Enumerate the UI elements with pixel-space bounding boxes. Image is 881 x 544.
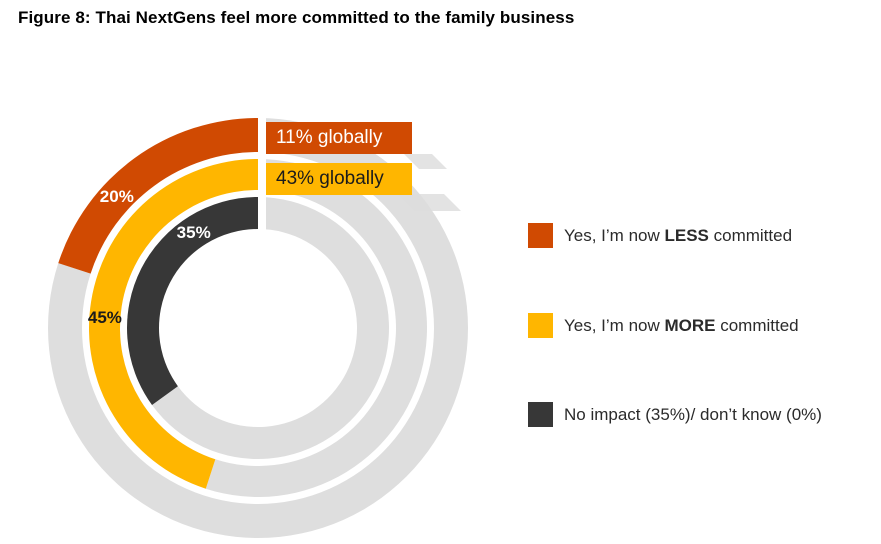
legend-item-less-committed: Yes, I’m now LESS committed [528, 223, 792, 248]
callout-bar-less-global-label: 11% globally [276, 127, 383, 148]
legend-item-more-committed: Yes, I’m now MORE committed [528, 313, 799, 338]
callout-bar-more-global: 43% globally [266, 163, 412, 195]
ring-start-gap [258, 116, 266, 230]
legend-label-more-committed: Yes, I’m now MORE committed [564, 315, 799, 335]
legend-item-no-impact: No impact (35%)/ don’t know (0%) [528, 402, 822, 427]
legend-swatch-more-committed [528, 313, 553, 338]
figure-title: Figure 8: Thai NextGens feel more commit… [18, 8, 575, 27]
segment-label-no-impact: 35% [177, 223, 211, 242]
ring-inner-segment [127, 197, 258, 405]
legend-swatch-no-impact [528, 402, 553, 427]
ring-outer-segment [58, 118, 258, 274]
legend-label-no-impact: No impact (35%)/ don’t know (0%) [564, 404, 822, 424]
ring-middle-track [205, 159, 427, 497]
callout-bar-less-global: 11% globally [266, 122, 412, 154]
legend-swatch-less-committed [528, 223, 553, 248]
segment-label-less-committed: 20% [100, 187, 134, 206]
segment-label-more-committed: 45% [88, 308, 122, 327]
callout-bar-more-global-label: 43% globally [276, 168, 384, 189]
ring-middle-segment [88, 159, 258, 489]
legend-label-less-committed: Yes, I’m now LESS committed [564, 225, 793, 245]
